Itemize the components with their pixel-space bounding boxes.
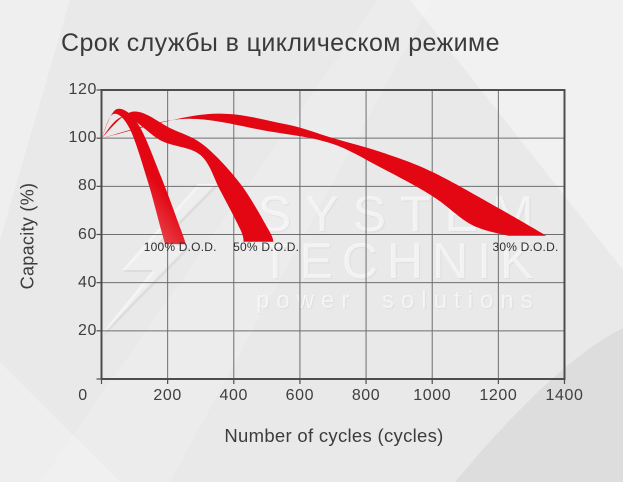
x-tick-label: 0 xyxy=(78,387,88,404)
x-axis-title: Number of cycles (cycles) xyxy=(224,425,444,446)
y-tick-label: 120 xyxy=(68,81,97,98)
y-tick-label: 100 xyxy=(68,129,97,147)
x-tick-label: 1200 xyxy=(479,387,518,404)
facet-bottom-left xyxy=(0,362,120,482)
facet-bottom-right-shadow xyxy=(455,328,623,482)
y-tick-label: 60 xyxy=(78,225,97,243)
dod-label: 50% D.O.D. xyxy=(233,239,300,254)
dod-label: 30% D.O.D. xyxy=(492,239,559,254)
page-title: Срок службы в циклическом режиме xyxy=(61,29,500,57)
y-tick-label: 20 xyxy=(78,321,97,339)
dod-label: 100% D.O.D. xyxy=(143,239,217,254)
lightning-bolt-icon xyxy=(98,184,216,338)
x-tick-label: 1400 xyxy=(545,387,584,404)
dod-band xyxy=(101,108,186,245)
watermark-line-power-solutions: power solutions xyxy=(256,287,540,314)
dod-band xyxy=(101,111,274,242)
x-tick-label: 600 xyxy=(285,387,315,404)
y-axis-title: Capacity (%) xyxy=(17,182,38,290)
x-tick-label: 1000 xyxy=(413,387,452,404)
x-tick-label: 800 xyxy=(351,387,381,404)
y-tick-label: 40 xyxy=(78,273,97,291)
lightning-bolt-shadow xyxy=(100,186,218,340)
watermark-line-system: SYSTEM xyxy=(258,186,548,242)
x-tick-label: 200 xyxy=(153,387,182,404)
y-tick-label: 80 xyxy=(78,177,97,195)
x-tick-label: 400 xyxy=(219,387,249,404)
